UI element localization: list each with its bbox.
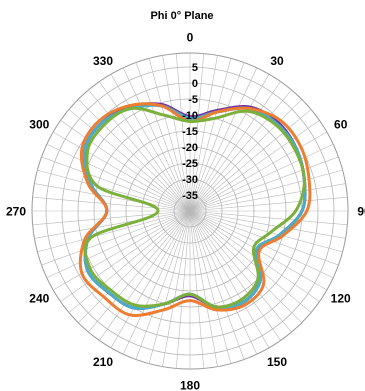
grid-spoke bbox=[189, 109, 312, 212]
theta-tick-label: 210 bbox=[93, 355, 113, 369]
grid-spoke bbox=[32, 210, 191, 226]
r-tick-label: -30 bbox=[182, 174, 198, 186]
grid-spoke bbox=[189, 210, 232, 364]
theta-tick-label: 300 bbox=[29, 118, 49, 132]
grid-spoke bbox=[41, 210, 191, 266]
grid-spoke bbox=[78, 210, 191, 323]
r-tick-label: 5 bbox=[192, 62, 198, 74]
chart-title: Phi 0° Plane bbox=[150, 10, 213, 22]
grid-spoke bbox=[37, 210, 191, 253]
grid-spoke bbox=[88, 210, 191, 333]
grid-spoke bbox=[189, 196, 348, 212]
grid-spoke bbox=[189, 210, 343, 253]
grid-spoke bbox=[189, 210, 258, 355]
grid-spoke bbox=[135, 62, 191, 212]
grid-spoke bbox=[189, 210, 312, 313]
grid-spoke bbox=[189, 89, 292, 212]
r-tick-label: 0 bbox=[192, 78, 198, 90]
grid-spoke bbox=[60, 120, 191, 212]
r-tick-label: -25 bbox=[182, 158, 198, 170]
theta-tick-label: 330 bbox=[93, 54, 113, 68]
grid-spoke bbox=[110, 74, 191, 212]
grid-spoke bbox=[78, 99, 191, 212]
theta-tick-label: 180 bbox=[180, 379, 200, 391]
grid-spoke bbox=[189, 210, 302, 323]
r-tick-label: -35 bbox=[182, 190, 198, 202]
r-tick-label: -5 bbox=[188, 94, 198, 106]
grid-spoke bbox=[189, 143, 334, 212]
r-tick-label: -10 bbox=[182, 110, 198, 122]
grid-spoke bbox=[175, 53, 191, 212]
grid-spoke bbox=[189, 99, 302, 212]
grid-spoke bbox=[189, 131, 327, 212]
grid-spoke bbox=[189, 210, 205, 369]
grid-spoke bbox=[46, 143, 191, 212]
grid-spoke bbox=[189, 67, 258, 212]
grid-spoke bbox=[189, 53, 205, 212]
grid-spoke bbox=[175, 210, 191, 369]
grid-spoke bbox=[34, 183, 191, 212]
grid-spoke bbox=[189, 210, 245, 360]
series-line-5 bbox=[83, 106, 306, 309]
grid-spoke bbox=[189, 55, 218, 212]
theta-tick-label: 90 bbox=[357, 205, 365, 219]
grid-spoke bbox=[46, 210, 191, 279]
grid-spoke bbox=[162, 55, 191, 212]
grid-spoke bbox=[148, 210, 191, 364]
grid-spoke bbox=[88, 89, 191, 212]
grid-spoke bbox=[110, 210, 191, 348]
r-tick-label: -15 bbox=[182, 126, 198, 138]
r-tick-label: -20 bbox=[182, 142, 198, 154]
grid-spoke bbox=[189, 210, 281, 341]
grid-spoke bbox=[122, 210, 191, 355]
grid-spoke bbox=[37, 169, 191, 212]
grid-spoke bbox=[189, 120, 320, 212]
grid-spoke bbox=[189, 210, 348, 226]
grid-spoke bbox=[60, 210, 191, 302]
grid-spoke bbox=[135, 210, 191, 360]
grid-spoke bbox=[189, 210, 346, 239]
grid-spoke bbox=[162, 210, 191, 367]
grid-spoke bbox=[189, 74, 270, 212]
grid-spoke bbox=[53, 131, 191, 212]
grid-spoke bbox=[99, 81, 191, 212]
grid-spoke bbox=[189, 156, 339, 212]
theta-tick-label: 270 bbox=[6, 205, 26, 219]
grid-spoke bbox=[189, 183, 346, 212]
theta-tick-label: 60 bbox=[334, 118, 348, 132]
grid-spoke bbox=[122, 67, 191, 212]
grid-spoke bbox=[148, 58, 191, 212]
axis-labels: 5 0 -5 -10 -15 -20 -25 -30 -35 0 30 60 90 120 150 180 21… bbox=[6, 31, 365, 391]
grid-spoke bbox=[189, 210, 218, 367]
grid-spoke bbox=[99, 210, 191, 341]
grid-spoke bbox=[189, 210, 270, 348]
theta-tick-label: 120 bbox=[331, 292, 351, 306]
grid-spoke bbox=[41, 156, 191, 212]
grid-spoke bbox=[189, 62, 245, 212]
grid-spoke bbox=[189, 169, 343, 212]
grid-spoke bbox=[189, 81, 281, 212]
grid-spoke bbox=[53, 210, 191, 291]
theta-tick-label: 30 bbox=[270, 54, 284, 68]
grid-spoke bbox=[34, 210, 191, 239]
grid-spoke bbox=[68, 210, 191, 313]
grid-spoke bbox=[189, 58, 232, 212]
series-line-4 bbox=[78, 102, 312, 317]
grid-spoke bbox=[32, 196, 191, 212]
series-group bbox=[78, 102, 312, 317]
theta-tick-label: 150 bbox=[267, 355, 287, 369]
grid-spoke bbox=[189, 210, 292, 333]
theta-tick-label: 0 bbox=[187, 31, 194, 45]
grid-spoke bbox=[68, 109, 191, 212]
theta-tick-label: 240 bbox=[29, 292, 49, 306]
